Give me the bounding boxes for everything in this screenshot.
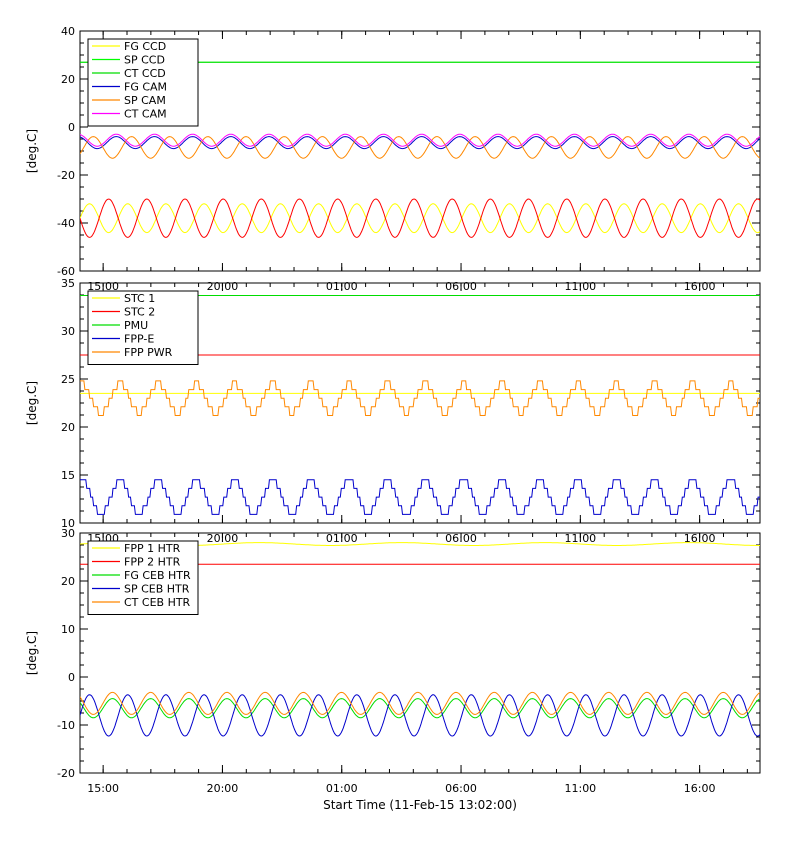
y-tick-label: 35: [61, 277, 75, 290]
series-line-fg-cam: [80, 136, 760, 150]
legend-entry: FPP-E: [124, 333, 154, 346]
legend-entry: FPP 1 HTR: [124, 542, 181, 555]
series-line-unnamed-6: [80, 198, 760, 238]
legend-entry: PMU: [124, 319, 148, 332]
y-tick-label: 10: [61, 517, 75, 530]
y-axis-label: [deg.C]: [25, 631, 39, 675]
legend-entry: SP CCD: [124, 54, 165, 67]
legend-entry: STC 1: [124, 292, 155, 305]
legend-entry: FPP 2 HTR: [124, 556, 181, 569]
y-tick-label: 10: [61, 623, 75, 636]
series-group: [80, 61, 760, 238]
y-axis-label: [deg.C]: [25, 129, 39, 173]
y-tick-label: 15: [61, 469, 75, 482]
y-tick-label: 0: [68, 671, 75, 684]
y-tick-label: 30: [61, 527, 75, 540]
series-line-ct-ceb-htr: [80, 691, 760, 715]
y-tick-label: -40: [57, 217, 75, 230]
y-axis-label: [deg.C]: [25, 381, 39, 425]
legend-entry: CT CAM: [124, 108, 167, 121]
y-tick-label: -20: [57, 767, 75, 780]
y-tick-label: 20: [61, 421, 75, 434]
legend-entry: FG CCD: [124, 40, 166, 53]
y-tick-label: 20: [61, 575, 75, 588]
y-tick-label: 25: [61, 373, 75, 386]
series-line-ct-cam: [80, 133, 760, 147]
x-tick-label: 16:00: [684, 782, 716, 795]
y-tick-label: -10: [57, 719, 75, 732]
x-tick-label: 20:00: [207, 782, 239, 795]
y-tick-label: 0: [68, 121, 75, 134]
series-line-fg-ccd: [80, 203, 760, 234]
x-tick-label: 15:00: [87, 782, 119, 795]
series-line-sp-cam: [80, 136, 760, 159]
series-line-sp-ceb-htr: [80, 694, 760, 737]
y-tick-label: 40: [61, 25, 75, 38]
y-tick-label: 20: [61, 73, 75, 86]
legend-entry: FG CEB HTR: [124, 569, 191, 582]
legend-entry: CT CEB HTR: [124, 596, 191, 609]
x-tick-label: 01:00: [326, 782, 358, 795]
legend-entry: FPP PWR: [124, 346, 173, 359]
panel-3: 30 20 10 0 -10 -20 [deg.C] 15:00 20:00 01:00 06:00…: [25, 527, 761, 795]
legend-box: [87, 38, 199, 127]
x-tick-label: 06:00: [445, 782, 477, 795]
legend-entry: SP CAM: [124, 94, 166, 107]
y-tick-label: -20: [57, 169, 75, 182]
legend-entry: CT CCD: [124, 67, 166, 80]
series-line-fg-ceb-htr: [80, 698, 760, 719]
series-line-fpp-e: [80, 479, 760, 515]
x-axis-title: Start Time (11-Feb-15 13:02:00): [323, 798, 517, 812]
y-tick-label: -60: [57, 265, 75, 278]
legend-entry: STC 2: [124, 306, 155, 319]
legend-entry: SP CEB HTR: [124, 583, 190, 596]
y-tick-label: 30: [61, 325, 75, 338]
x-tick-label: 11:00: [564, 782, 596, 795]
legend-entry: FG CAM: [124, 81, 167, 94]
series-group: [80, 295, 760, 515]
series-line-fpp-pwr: [80, 380, 760, 416]
